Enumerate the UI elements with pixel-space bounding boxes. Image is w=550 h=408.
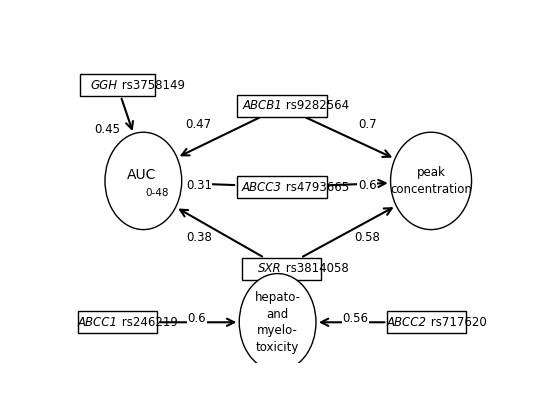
Text: 0.6: 0.6 [358,179,376,192]
FancyBboxPatch shape [78,311,157,333]
Text: rs3758149: rs3758149 [118,79,185,91]
Text: rs9282564: rs9282564 [282,99,349,112]
Text: rs4793665: rs4793665 [282,181,349,194]
Text: rs717620: rs717620 [427,316,487,329]
Text: ABCC3: ABCC3 [242,181,282,194]
Text: 0.38: 0.38 [186,231,212,244]
Ellipse shape [239,274,316,371]
Ellipse shape [390,132,471,230]
Text: 0.58: 0.58 [354,231,380,244]
Text: 0.7: 0.7 [358,118,376,131]
Text: rs246219: rs246219 [118,316,178,329]
Text: ABCC2: ABCC2 [387,316,427,329]
Text: ABCB1: ABCB1 [242,99,282,112]
FancyBboxPatch shape [80,74,155,96]
Text: 0.6: 0.6 [188,312,206,325]
Text: 0.47: 0.47 [186,118,212,131]
Text: ABCC1: ABCC1 [78,316,118,329]
Text: 0.31: 0.31 [186,179,212,192]
Text: 0.45: 0.45 [94,122,120,135]
Text: peak
concentration: peak concentration [390,166,472,196]
FancyBboxPatch shape [387,311,466,333]
Text: 0-48: 0-48 [146,188,169,198]
FancyBboxPatch shape [243,258,321,280]
FancyBboxPatch shape [237,176,327,198]
Ellipse shape [105,132,182,230]
Text: rs3814058: rs3814058 [282,262,349,275]
Text: SXR: SXR [258,262,282,275]
Text: AUC: AUC [126,168,156,182]
Text: hepato-
and
myelo-
toxicity: hepato- and myelo- toxicity [255,291,301,353]
FancyBboxPatch shape [237,95,327,117]
Text: GGH: GGH [91,79,118,91]
Text: 0.56: 0.56 [342,312,368,325]
